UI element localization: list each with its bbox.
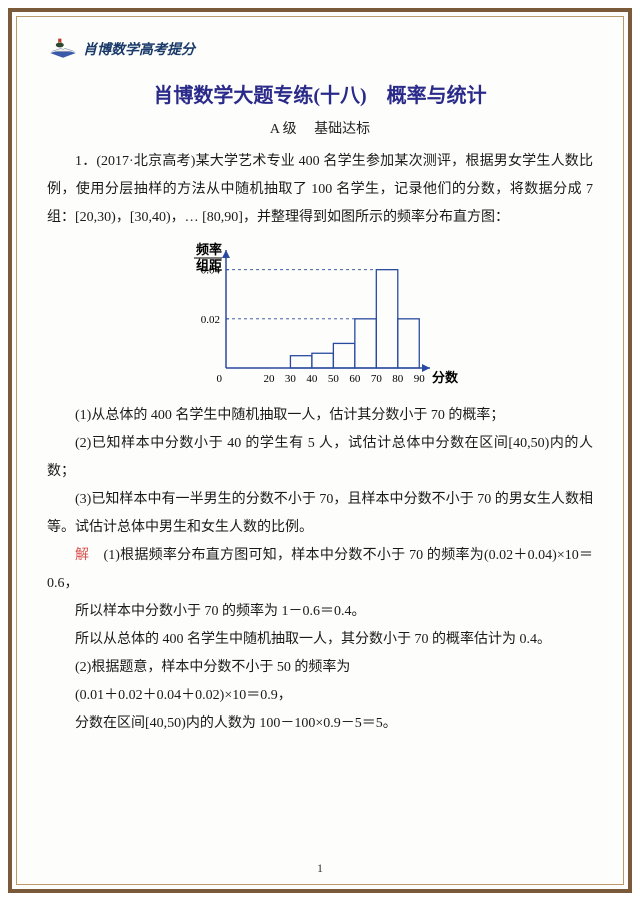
histogram-chart: 频率组距0.020.0402030405060708090分数 [47,240,593,390]
svg-text:0: 0 [217,373,223,385]
answer-2b: (0.01＋0.02＋0.04＋0.02)×10＝0.9， [47,682,593,710]
question-1-2: (2)已知样本中分数小于 40 的学生有 5 人，试估计总体中分数在区间[40,… [47,430,593,486]
svg-text:90: 90 [414,373,426,385]
page-number: 1 [17,861,623,876]
svg-text:50: 50 [328,373,340,385]
answer-1a: (1)根据频率分布直方图可知，样本中分数不小于 70 的频率为(0.02＋0.0… [47,548,593,591]
svg-text:60: 60 [349,373,361,385]
book-icon [47,37,79,61]
answer-1b: 所以样本中分数小于 70 的频率为 1－0.6＝0.4。 [47,598,593,626]
level-label: A 级 [270,122,297,137]
svg-text:30: 30 [285,373,297,385]
svg-text:分数: 分数 [432,370,459,385]
logo-row: 肖博数学高考提分 [47,37,593,61]
answer-1c: 所以从总体的 400 名学生中随机抽取一人，其分数小于 70 的概率估计为 0.… [47,626,593,654]
svg-text:频率: 频率 [196,242,222,257]
answer-2a: (2)根据题意，样本中分数不小于 50 的频率为 [47,654,593,682]
level-text: 基础达标 [314,122,370,137]
answer-1: 解 (1)根据频率分布直方图可知，样本中分数不小于 70 的频率为(0.02＋0… [47,542,593,598]
svg-text:0.04: 0.04 [201,265,221,277]
answer-label: 解 [75,548,89,563]
question-1-3: (3)已知样本中有一半男生的分数不小于 70，且样本中分数不小于 70 的男女生… [47,486,593,542]
answer-2c: 分数在区间[40,50)内的人数为 100－100×0.9－5＝5。 [47,710,593,738]
svg-text:40: 40 [306,373,318,385]
svg-text:80: 80 [392,373,404,385]
svg-text:20: 20 [263,373,275,385]
svg-text:70: 70 [371,373,383,385]
logo-text: 肖博数学高考提分 [83,39,195,59]
page-title: 肖博数学大题专练(十八) 概率与统计 [47,79,593,108]
svg-text:0.02: 0.02 [201,314,220,326]
subtitle: A 级 基础达标 [47,118,593,138]
question-1-1: (1)从总体的 400 名学生中随机抽取一人，估计其分数小于 70 的概率； [47,402,593,430]
question-intro: 1．(2017·北京高考)某大学艺术专业 400 名学生参加某次测评，根据男女学… [47,148,593,232]
